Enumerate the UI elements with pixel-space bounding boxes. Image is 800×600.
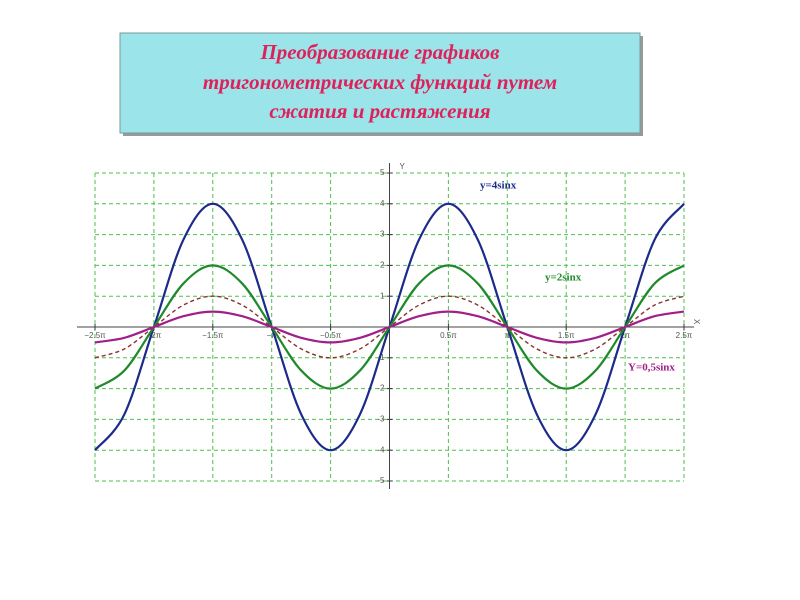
- x-tick-label: −1.5π: [202, 331, 224, 340]
- x-tick-label: 2π: [620, 331, 630, 340]
- y-tick-label: -5: [377, 476, 385, 485]
- y-tick-label: -4: [377, 445, 385, 454]
- x-tick-label: 2.5π: [676, 331, 693, 340]
- legend-label: y=2sinx: [545, 272, 582, 284]
- title-line: сжатия и растяжения: [269, 99, 490, 123]
- x-tick-label: π: [505, 331, 511, 340]
- x-tick-label: −2π: [147, 331, 162, 340]
- y-tick-label: 4: [380, 199, 385, 208]
- y-tick-label: 2: [380, 261, 385, 270]
- y-tick-label: -2: [377, 384, 385, 393]
- legend-label: Y=0,5sinx: [628, 362, 675, 374]
- x-tick-label: −2.5π: [84, 331, 106, 340]
- series-line: [94, 310, 685, 344]
- y-tick-label: -1: [377, 353, 385, 362]
- y-axis-label: Y: [400, 162, 406, 171]
- x-tick-label: 0.5π: [440, 331, 457, 340]
- x-tick-label: 1.5π: [558, 331, 575, 340]
- x-tick-label: −π: [267, 331, 278, 340]
- x-axis-label: X: [692, 319, 701, 325]
- y-tick-label: 3: [380, 230, 385, 239]
- title-line: тригонометрических функций путем: [203, 70, 557, 94]
- y-tick-label: 5: [380, 168, 385, 177]
- title-line: Преобразование графиков: [259, 40, 500, 64]
- title-box: [119, 32, 641, 134]
- x-tick-label: −0.5π: [320, 331, 342, 340]
- y-tick-label: 1: [380, 291, 385, 300]
- y-tick-label: -3: [377, 415, 385, 424]
- legend-label: y=4sinx: [480, 180, 517, 192]
